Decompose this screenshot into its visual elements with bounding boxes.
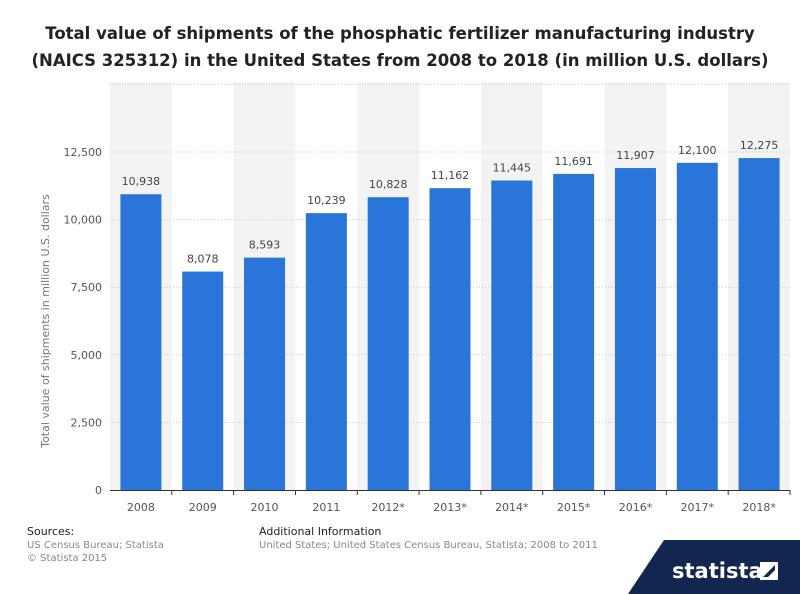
bar-value-label: 11,907: [616, 149, 655, 162]
bar-value-label: 11,691: [554, 155, 593, 168]
logo-wordmark: statista: [672, 559, 763, 583]
bar-value-label: 8,078: [187, 253, 219, 266]
y-tick-label: 0: [95, 484, 102, 497]
x-tick-label: 2014*: [495, 501, 529, 514]
bar[interactable]: [120, 194, 162, 490]
copyright-text: © Statista 2015: [27, 553, 108, 564]
bar[interactable]: [367, 197, 409, 490]
x-tick-label: 2011: [312, 501, 340, 514]
x-tick-label: 2016*: [619, 501, 653, 514]
bar-value-label: 12,100: [678, 144, 717, 157]
sources-text: US Census Bureau; Statista: [27, 540, 164, 551]
additional-info-block: Additional Information United States; Un…: [259, 525, 598, 552]
y-tick-label: 10,000: [64, 214, 103, 227]
statista-logo[interactable]: statista: [628, 540, 800, 594]
bar-value-label: 11,162: [431, 169, 470, 182]
bar[interactable]: [244, 257, 286, 490]
x-tick-label: 2008: [127, 501, 155, 514]
bar[interactable]: [491, 180, 533, 490]
y-axis-label: Total value of shipments in million U.S.…: [39, 194, 52, 449]
bar[interactable]: [614, 168, 656, 490]
additional-info-text: United States; United States Census Bure…: [259, 540, 598, 551]
x-tick-label: 2013*: [433, 501, 467, 514]
logo-background: [628, 540, 800, 594]
bar-value-label: 10,938: [122, 175, 161, 188]
x-tick-label: 2009: [189, 501, 217, 514]
y-tick-label: 5,000: [71, 349, 103, 362]
y-tick-label: 2,500: [71, 416, 103, 429]
bar[interactable]: [182, 271, 224, 490]
x-tick-label: 2010: [251, 501, 279, 514]
x-tick-label: 2012*: [371, 501, 405, 514]
bar[interactable]: [305, 213, 347, 490]
x-tick-label: 2015*: [557, 501, 591, 514]
y-tick-label: 7,500: [71, 281, 103, 294]
bar[interactable]: [429, 188, 471, 491]
y-axis-ticks: 0 2,500 5,000 7,500 10,000 12,500: [64, 146, 103, 497]
x-axis-ticks: 2008 2009 2010 2011 2012* 2013* 2014* 2015* 2016…: [127, 490, 791, 514]
value-labels: 10,938 8,078 8,593 10,239 10,828 11,162 11,445…: [122, 139, 779, 265]
chart-title-line-2: (NAICS 325312) in the United States from…: [31, 51, 769, 70]
chart-title: Total value of shipments of the phosphat…: [0, 20, 800, 74]
chart-title-line-1: Total value of shipments of the phosphat…: [45, 24, 755, 43]
x-tick-label: 2017*: [681, 501, 715, 514]
bar-value-label: 8,593: [249, 239, 281, 252]
bar-value-label: 10,239: [307, 194, 346, 207]
bar-value-label: 12,275: [740, 139, 779, 152]
logo-mark-stroke: [763, 565, 775, 577]
additional-info-heading[interactable]: Additional Information: [259, 525, 382, 538]
x-tick-label: 2018*: [742, 501, 776, 514]
bar-value-label: 10,828: [369, 178, 408, 191]
sources-block: Sources: US Census Bureau; Statista © St…: [27, 525, 164, 565]
y-tick-label: 12,500: [64, 146, 103, 159]
sources-heading: Sources:: [27, 525, 75, 538]
bar[interactable]: [553, 173, 595, 490]
bars: [120, 158, 780, 491]
bar-value-label: 11,445: [493, 162, 532, 175]
bar[interactable]: [738, 158, 780, 491]
bar[interactable]: [676, 162, 718, 491]
